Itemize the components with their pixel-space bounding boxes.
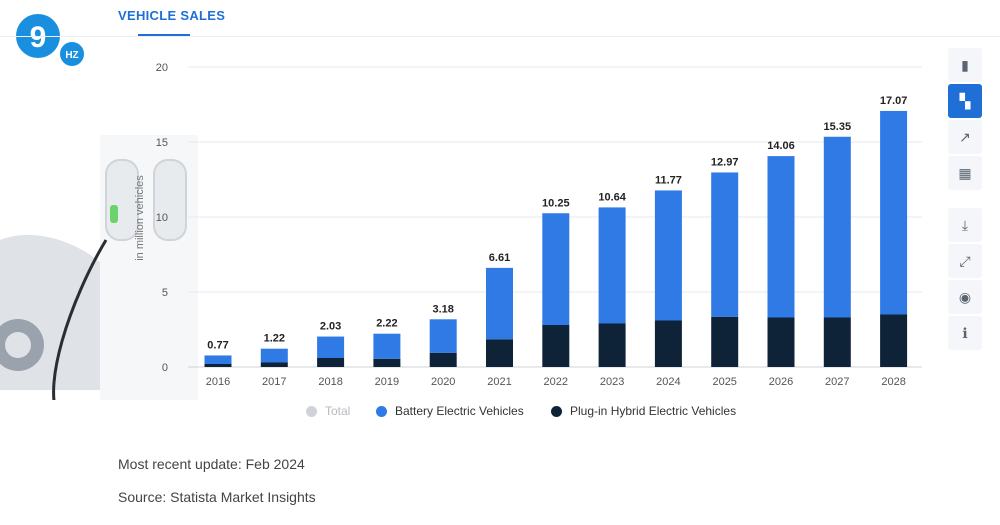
x-tick-label: 2025 [712, 376, 736, 388]
data-label-total: 10.64 [598, 191, 626, 203]
x-tick-label: 2019 [375, 376, 399, 388]
x-tick-label: 2020 [431, 376, 455, 388]
data-label-total: 17.07 [880, 95, 908, 107]
bar-phev-2023 [598, 323, 626, 367]
data-label-total: 2.03 [320, 321, 341, 333]
download-icon: ⤓ [961, 216, 969, 233]
bar-chart-icon: ▮ [961, 56, 969, 73]
legend-dot-bev [376, 405, 387, 417]
y-tick-label: 5 [162, 287, 168, 299]
download-button[interactable]: ⤓ [948, 208, 982, 242]
bar-phev-2016 [204, 364, 232, 367]
y-axis-label: in million vehicles [134, 175, 146, 261]
data-label-total: 14.06 [767, 140, 795, 152]
bar-chart-button[interactable]: ▮ [948, 48, 982, 82]
legend-item-phev[interactable]: Plug-in Hybrid Electric Vehicles [551, 404, 736, 418]
bar-phev-2024 [654, 320, 682, 367]
tab-vehicle-sales[interactable]: VEHICLE SALES [118, 8, 226, 23]
bar-bev-2026 [767, 156, 795, 318]
bar-bev-2028 [880, 110, 908, 315]
x-tick-label: 2017 [262, 376, 286, 388]
legend-item-bev[interactable]: Battery Electric Vehicles [376, 404, 524, 418]
legend-dot-phev [551, 405, 562, 417]
bar-series [204, 110, 908, 367]
stacked-bar-icon: ▚ [959, 92, 971, 109]
y-tick-label: 0 [162, 362, 168, 374]
bar-phev-2022 [542, 325, 570, 367]
legend-label-total: Total [325, 404, 351, 418]
data-label-total: 15.35 [824, 121, 852, 133]
table-grid-icon: ▦ [958, 164, 972, 181]
bar-phev-2021 [486, 339, 513, 367]
x-tick-label: 2021 [487, 376, 511, 388]
data-label-total: 11.77 [655, 174, 682, 186]
x-tick-label: 2022 [544, 376, 568, 388]
bar-bev-2025 [711, 172, 739, 317]
x-tick-label: 2016 [206, 376, 230, 388]
legend-item-total[interactable]: Total [306, 404, 350, 418]
bar-bev-2023 [598, 207, 626, 324]
data-labels: 0.77 1.22 2.03 2.22 3.18 6.61 10.25 10.64 11.77 1… [207, 95, 907, 352]
x-tick-label: 2026 [769, 376, 793, 388]
x-tick-label: 2027 [825, 376, 849, 388]
bar-phev-2019 [373, 358, 401, 367]
trend-line-icon: ↗ [959, 128, 971, 145]
expand-button[interactable]: ⤢ [948, 244, 982, 278]
y-axis: 0 5 10 15 20 [156, 62, 168, 374]
header-divider [0, 36, 1000, 37]
x-tick-label: 2028 [881, 376, 905, 388]
data-label-total: 0.77 [207, 339, 228, 351]
bar-bev-2021 [486, 267, 513, 340]
table-grid-button[interactable]: ▦ [948, 156, 982, 190]
legend-label-phev: Plug-in Hybrid Electric Vehicles [570, 404, 737, 418]
bar-bev-2022 [542, 213, 570, 325]
bar-bev-2019 [373, 333, 401, 359]
tab-active-indicator [138, 34, 190, 36]
source-note[interactable]: Source: Statista Market Insights [118, 489, 316, 505]
chart-toolbar: ▮ ▚ ↗ ▦ ⤓ ⤢ ◉ ℹ [948, 48, 982, 352]
trend-line-button[interactable]: ↗ [948, 120, 982, 154]
chart-legend: Total Battery Electric Vehicles Plug-in … [0, 404, 1000, 422]
bar-bev-2017 [260, 348, 288, 363]
bar-bev-2018 [317, 336, 345, 358]
x-tick-label: 2023 [600, 376, 624, 388]
x-tick-label: 2024 [656, 376, 680, 388]
bar-phev-2028 [880, 314, 908, 367]
bar-phev-2020 [429, 352, 457, 367]
data-label-total: 6.61 [489, 252, 510, 264]
data-label-total: 10.25 [542, 197, 570, 209]
data-label-total: 3.18 [432, 303, 453, 315]
bar-phev-2027 [823, 317, 851, 367]
hide-button[interactable]: ◉ [948, 280, 982, 314]
data-label-total: 1.22 [264, 333, 285, 345]
bar-phev-2018 [317, 358, 345, 367]
data-label-total: 12.97 [711, 156, 739, 168]
bar-bev-2020 [429, 319, 457, 353]
toolbar-spacer [948, 192, 982, 208]
legend-dot-total [306, 405, 317, 417]
expand-icon: ⤢ [959, 252, 971, 269]
logo-digit: 9 [30, 21, 47, 54]
bar-bev-2016 [204, 355, 232, 364]
logo-badge: HZ [65, 50, 78, 61]
info-icon: ℹ [962, 324, 968, 341]
data-label-total: 2.22 [376, 318, 397, 330]
legend-label-bev: Battery Electric Vehicles [395, 404, 524, 418]
y-tick-label: 20 [156, 62, 168, 74]
bar-bev-2027 [823, 136, 851, 318]
x-tick-label: 2018 [318, 376, 342, 388]
hide-icon: ◉ [958, 288, 972, 305]
x-axis: 2016 2017 2018 2019 2020 2021 2022 2023 2024 2025… [206, 376, 906, 388]
bar-phev-2026 [767, 317, 795, 367]
stacked-bar-button[interactable]: ▚ [948, 84, 982, 118]
ev-charger-illustration [0, 135, 198, 400]
last-update-note: Most recent update: Feb 2024 [118, 456, 305, 472]
info-button[interactable]: ℹ [948, 316, 982, 350]
y-tick-label: 15 [156, 137, 168, 149]
bar-phev-2025 [711, 316, 739, 367]
y-tick-label: 10 [156, 212, 168, 224]
bar-phev-2017 [260, 362, 288, 367]
bar-bev-2024 [654, 190, 682, 321]
